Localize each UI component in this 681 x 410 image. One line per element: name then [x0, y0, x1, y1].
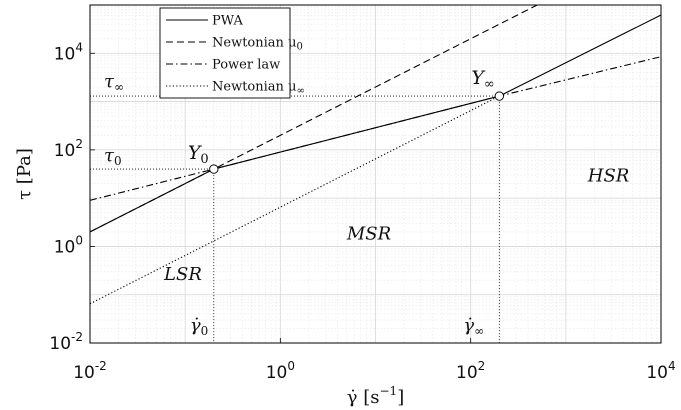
- region-label-hsr: HSR: [587, 166, 630, 187]
- gamma0-label: γ̇0: [190, 315, 208, 338]
- y-axis-label: τ [Pa]: [14, 148, 35, 200]
- point-yinf-label: Y∞: [471, 67, 494, 92]
- series-line-3: [90, 56, 661, 201]
- legend-box: [159, 7, 291, 99]
- x-tick-label: 10-2: [73, 359, 107, 383]
- y-tick-label: 102: [54, 137, 83, 161]
- tauinf-label: τ∞: [104, 71, 124, 94]
- x-axis-label: γ̇ [s−1]: [347, 384, 404, 408]
- region-label-lsr: LSR: [163, 264, 202, 285]
- x-tick-label: 102: [456, 359, 485, 383]
- region-label-msr: MSR: [346, 223, 391, 244]
- point-yinf-marker: [494, 91, 504, 101]
- axis-labels: γ̇ [s−1] τ [Pa]: [14, 148, 404, 408]
- y-tick-label: 10-2: [49, 330, 83, 354]
- legend-entry-label: Newtonian μ∞: [212, 80, 305, 97]
- x-tick-label: 100: [266, 359, 295, 383]
- y-tick-label: 104: [54, 40, 83, 64]
- legend-entry-label: PWA: [212, 14, 243, 29]
- legend: PWA Newtonian μ0 Power law Newtonian μ∞: [159, 7, 305, 99]
- plot-frame: [89, 4, 662, 344]
- series-line-2: [90, 5, 538, 233]
- point-y0-marker: [209, 164, 219, 174]
- points: [209, 91, 504, 174]
- annotations: Y0 Y∞ τ0 τ∞ γ̇0 γ̇∞ LSR MSR HSR: [104, 67, 629, 338]
- gammainf-label: γ̇∞: [463, 315, 484, 338]
- legend-entry-label: Newtonian μ0: [212, 36, 303, 53]
- series-lines: [90, 5, 661, 305]
- tau0-label: τ0: [104, 145, 122, 168]
- reference-lines: [90, 95, 500, 343]
- legend-entry-label: Power law: [212, 58, 280, 73]
- axis-ticks: 10-2 100 102 104 10-2 100 102 104: [49, 40, 675, 383]
- x-tick-label: 104: [646, 359, 675, 383]
- y-tick-label: 100: [54, 233, 83, 257]
- point-y0-label: Y0: [188, 142, 209, 167]
